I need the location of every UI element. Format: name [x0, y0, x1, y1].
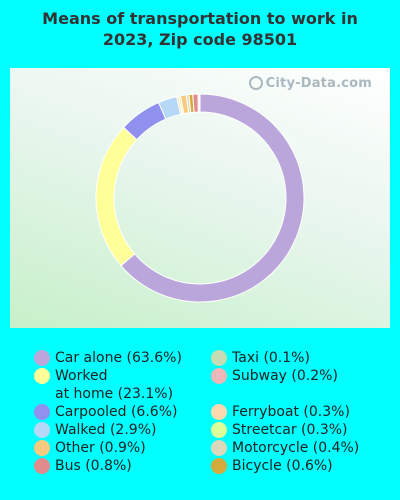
legend-swatch-6	[211, 350, 227, 366]
legend-swatch-2	[34, 404, 50, 420]
legend-swatch-7	[211, 368, 227, 384]
legend-label-5: Bus (0.8%)	[55, 458, 132, 474]
legend-label-4: Other (0.9%)	[55, 440, 146, 456]
globe-icon	[248, 76, 263, 90]
legend-label-10: Motorcycle (0.4%)	[232, 440, 360, 456]
donut-slice-1	[95, 126, 138, 267]
legend-label-0: Car alone (63.6%)	[55, 350, 182, 366]
chart-panel: City-Data.com	[10, 68, 390, 328]
chart-title-line1: Means of transportation to work in	[42, 9, 358, 28]
legend-swatch-1	[34, 368, 50, 384]
legend-swatch-9	[211, 422, 227, 438]
legend-label-7: Subway (0.2%)	[232, 368, 338, 384]
legend-swatch-5	[34, 458, 50, 474]
chart-title: Means of transportation to work in 2023,…	[0, 8, 400, 50]
legend-label-11: Bicycle (0.6%)	[232, 458, 333, 474]
legend-label-9: Streetcar (0.3%)	[232, 422, 348, 438]
watermark-text: City-Data.com	[265, 76, 372, 91]
legend-swatch-10	[211, 440, 227, 456]
legend-label-3: Walked (2.9%)	[55, 422, 157, 438]
legend-label-line: at home (23.1%)	[55, 386, 174, 402]
legend-label-line: Worked	[55, 368, 108, 384]
legend-label-2: Carpooled (6.6%)	[55, 404, 178, 420]
donut-slice-6	[198, 93, 201, 113]
donut-chart	[95, 93, 305, 303]
watermark: City-Data.com	[248, 76, 372, 91]
legend-swatch-0	[34, 350, 50, 366]
legend-label-6: Taxi (0.1%)	[232, 350, 310, 366]
legend-swatch-8	[211, 404, 227, 420]
legend-swatch-11	[211, 458, 227, 474]
donut-slice-5	[192, 93, 199, 113]
legend-label-1: Worked at home (23.1%)	[55, 367, 173, 403]
legend-swatch-4	[34, 440, 50, 456]
chart-title-line2: 2023, Zip code 98501	[102, 30, 298, 49]
legend: Car alone (63.6%) Worked at home (23.1%) Ca…	[0, 345, 400, 495]
legend-swatch-3	[34, 422, 50, 438]
donut-slice-0	[120, 93, 305, 303]
legend-label-8: Ferryboat (0.3%)	[232, 404, 350, 420]
